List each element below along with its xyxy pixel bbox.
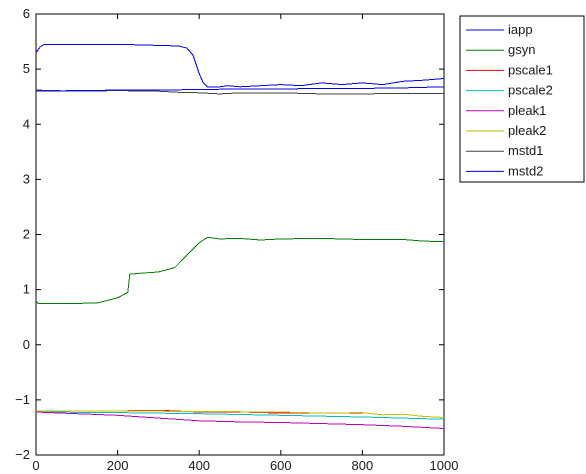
plot-area (35, 13, 445, 456)
legend: iapp gsyn pscale1 pscale2 pleak1 pleak2 mstd1 m… (459, 15, 585, 183)
series-line-pleak2 (36, 410, 445, 418)
x-tick-label: 800 (352, 458, 374, 473)
legend-label-pscale1: pscale1 (508, 62, 553, 77)
y-tick-label: −2 (15, 447, 30, 462)
series-line-iapp (35, 43, 445, 88)
x-tick-label: 600 (270, 458, 292, 473)
x-tick-label: 200 (107, 458, 129, 473)
y-tick-label: 6 (23, 6, 30, 21)
x-tick-label: 0 (32, 458, 39, 473)
y-tick-label: 5 (23, 61, 30, 76)
legend-label-pleak1: pleak1 (508, 103, 546, 118)
x-tick-label: 1000 (430, 458, 459, 473)
legend-box (459, 15, 585, 183)
legend-label-pleak2: pleak2 (508, 123, 546, 138)
y-tick-label: 0 (23, 337, 30, 352)
ticks-layer: 0 200 400 600 800 1000 −2 −1 0 1 2 3 4 5 6 (15, 6, 458, 473)
legend-label-mstd2: mstd2 (508, 163, 543, 178)
y-tick-label: 3 (23, 171, 30, 186)
legend-label-mstd1: mstd1 (508, 143, 543, 158)
series-line-mstd2 (35, 86, 445, 92)
legend-label-gsyn: gsyn (508, 42, 535, 57)
y-tick-label: 4 (23, 116, 30, 131)
legend-label-pscale2: pscale2 (508, 83, 553, 98)
y-tick-label: 1 (23, 282, 30, 297)
legend-label-iapp: iapp (508, 22, 533, 37)
series-layer (35, 43, 445, 429)
series-line-gsyn (35, 236, 445, 304)
y-tick-label: 2 (23, 227, 30, 242)
series-line-pscale2 (35, 411, 445, 420)
series-line-pleak1 (35, 411, 445, 429)
y-tick-label: −1 (15, 392, 30, 407)
x-tick-label: 400 (188, 458, 210, 473)
